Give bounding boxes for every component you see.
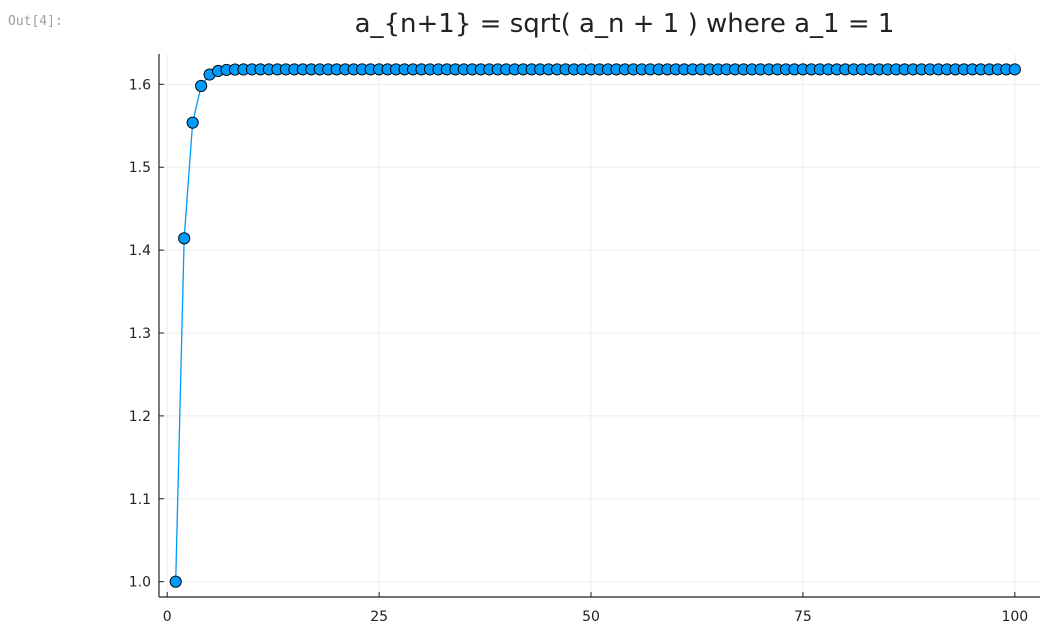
y-tick-label: 1.5	[129, 160, 151, 176]
axes	[158, 54, 1040, 598]
x-tick-label: 100	[1001, 609, 1028, 625]
x-tick-label: 75	[794, 609, 812, 625]
y-tick-label: 1.1	[129, 492, 151, 508]
data-point	[169, 575, 182, 588]
y-tick-label: 1.6	[129, 77, 151, 93]
y-ticks: 1.0 1.1 1.2 1.3 1.4 1.5 1.6	[129, 77, 164, 591]
output-prompt: Out[4]:	[8, 14, 63, 29]
data-point	[195, 79, 208, 92]
data-point	[178, 232, 191, 245]
y-tick-label: 1.4	[129, 243, 151, 259]
data-point	[1008, 63, 1021, 76]
x-tick-label: 25	[370, 609, 388, 625]
y-tick-label: 1.2	[129, 409, 151, 425]
x-tick-label: 0	[163, 609, 172, 625]
y-tick-label: 1.0	[129, 575, 151, 591]
series	[169, 63, 1021, 588]
y-tick-label: 1.3	[129, 326, 151, 342]
chart-title: a_{n+1} = sqrt( a_n + 1 ) where a_1 = 1	[355, 9, 895, 39]
data-point	[186, 116, 199, 129]
x-ticks: 0 25 50 75 100	[163, 592, 1028, 625]
grid	[159, 54, 1040, 597]
series-line	[175, 68, 1015, 582]
x-tick-label: 50	[582, 609, 600, 625]
